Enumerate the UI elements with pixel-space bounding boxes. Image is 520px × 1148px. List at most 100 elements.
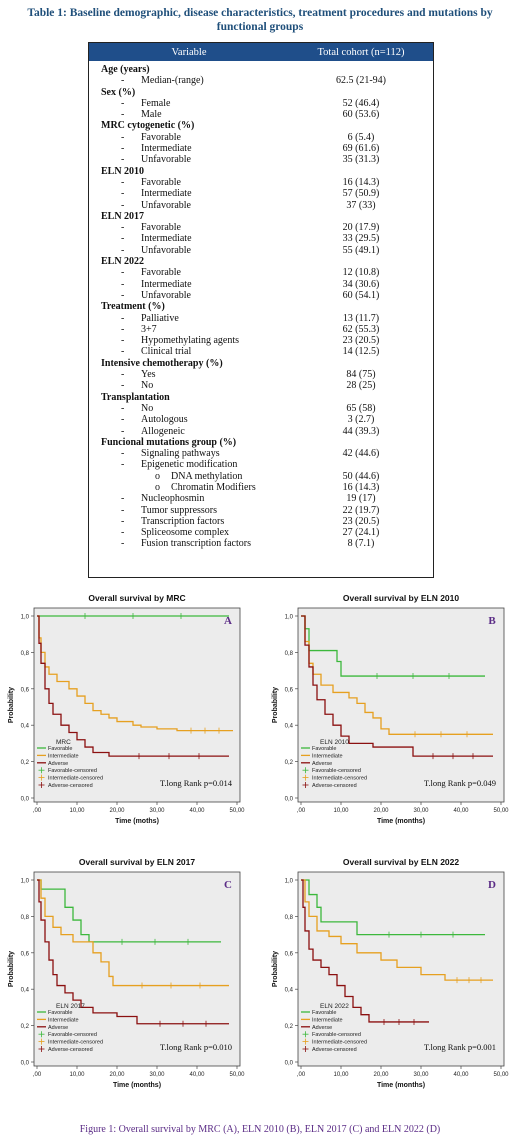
table-row: - Intermediate 33 (29.5) — [89, 233, 433, 244]
legend-label: Adverse — [48, 1025, 68, 1031]
row-heading: Treatment (%) — [101, 301, 165, 313]
row-label: Yes — [141, 369, 156, 381]
table-section-heading: Funcional mutations group (%) — [89, 437, 433, 448]
table-section-heading: Transplantation — [89, 392, 433, 403]
bullet-dash: - — [121, 131, 125, 143]
y-tick-label: 0,6 — [21, 687, 30, 693]
y-axis-label: Probability — [272, 951, 279, 987]
table-row: - Male 60 (53.6) — [89, 109, 433, 120]
legend-label: Favorable-censored — [48, 768, 97, 774]
bullet-circle: o — [155, 481, 160, 493]
table-row: - Tumor suppressors 22 (19.7) — [89, 505, 433, 516]
table-section-heading: Age (years) — [89, 64, 433, 75]
panel-letter: A — [224, 615, 232, 627]
x-tick-label: 10,00 — [69, 808, 85, 814]
bullet-dash: - — [121, 143, 125, 155]
series-line-intermediate — [301, 879, 493, 981]
row-label: Palliative — [141, 312, 179, 324]
table-row: - Female 52 (46.4) — [89, 98, 433, 109]
legend-label: Adverse-censored — [48, 1047, 93, 1053]
row-label: Clinical trial — [141, 346, 192, 358]
y-tick-label: 0,2 — [21, 760, 30, 766]
row-value: 50 (44.6) — [342, 470, 380, 482]
y-tick-label: 0,2 — [21, 1024, 30, 1030]
y-tick-label: 0,8 — [21, 651, 30, 657]
row-value: 14 (12.5) — [342, 346, 380, 358]
plot-area — [297, 871, 505, 1067]
bullet-dash: - — [121, 289, 125, 301]
table-row: - Epigenetic modification — [89, 459, 433, 470]
legend-title: MRC — [56, 739, 71, 746]
table-row: - Signaling pathways 42 (44.6) — [89, 448, 433, 459]
legend-label: Adverse — [48, 761, 68, 767]
x-axis-label: Time (months) — [113, 1082, 161, 1089]
y-axis-label: Probability — [8, 951, 15, 987]
bullet-dash: - — [121, 233, 125, 245]
figure-caption: Figure 1: Overall survival by MRC (A), E… — [79, 1124, 441, 1135]
x-axis-label: Time (months) — [377, 1082, 425, 1089]
row-value: 57 (50.9) — [342, 188, 380, 200]
table-row: - Fusion transcription factors 8 (7.1) — [89, 538, 433, 549]
x-tick-label: ,00 — [33, 1072, 42, 1078]
chart-svg: Overall survival by MRC 0,0 0,2 0,4 0,6 0,8 1,… — [8, 593, 245, 825]
row-label: Transcription factors — [141, 515, 225, 527]
table-row: - Nucleophosmin 19 (17) — [89, 493, 433, 504]
bullet-dash: - — [121, 278, 125, 290]
y-tick-label: 0,0 — [285, 1061, 294, 1067]
row-value: 37 (33) — [346, 199, 376, 211]
series-line-intermediate — [37, 615, 233, 732]
row-value: 12 (10.8) — [342, 267, 380, 279]
table-row: - Autologous 3 (2.7) — [89, 414, 433, 425]
row-label: Epigenetic modification — [141, 459, 238, 471]
legend-label: Favorable — [312, 1010, 336, 1016]
x-tick-label: ,00 — [297, 1072, 306, 1078]
plot-area — [33, 871, 241, 1067]
bullet-dash: - — [121, 527, 125, 539]
legend-label: Intermediate-censored — [48, 776, 103, 782]
row-value: 33 (29.5) — [342, 233, 380, 245]
x-tick-label: 40,00 — [189, 808, 205, 814]
series-line-adverse — [301, 615, 493, 757]
row-heading: ELN 2022 — [101, 256, 145, 268]
row-label: Intermediate — [141, 233, 192, 245]
row-value: 19 (17) — [346, 493, 376, 505]
chart-svg: Overall survival by ELN 2010 0,0 0,2 0,4 0,6… — [272, 593, 509, 825]
survival-chart-mrc: Overall survival by MRC 0,0 0,2 0,4 0,6 0,8 1,… — [4, 588, 250, 834]
row-value: 55 (49.1) — [342, 244, 380, 256]
y-tick-label: 0,6 — [285, 687, 294, 693]
row-value: 8 (7.1) — [347, 538, 375, 550]
bullet-dash: - — [121, 402, 125, 414]
x-tick-label: 20,00 — [373, 808, 389, 814]
y-tick-label: 0,2 — [285, 760, 294, 766]
chart-title: Overall survival by MRC — [88, 593, 185, 603]
series-line-adverse — [37, 879, 229, 1025]
bullet-dash: - — [121, 222, 125, 234]
row-label: No — [141, 402, 154, 414]
row-label: Tumor suppressors — [141, 504, 218, 516]
legend-label: Adverse — [312, 1025, 332, 1031]
bullet-dash: - — [121, 369, 125, 381]
table-section-heading: ELN 2022 — [89, 256, 433, 267]
table-row: - Intermediate 69 (61.6) — [89, 143, 433, 154]
table-row: - 3+7 62 (55.3) — [89, 324, 433, 335]
legend-label: Adverse-censored — [312, 1047, 357, 1053]
row-label: Spliceosome complex — [141, 527, 230, 539]
series-line-intermediate — [37, 879, 229, 987]
row-value: 6 (5.4) — [347, 131, 375, 143]
y-tick-label: 0,2 — [285, 1024, 294, 1030]
row-label: Allogeneic — [141, 425, 185, 437]
legend-label: Intermediate-censored — [48, 1040, 103, 1046]
series-line-adverse — [301, 879, 429, 1023]
row-label: Hypomethylating agents — [141, 335, 240, 347]
legend-label: Favorable-censored — [312, 768, 361, 774]
x-tick-label: 10,00 — [333, 1072, 349, 1078]
row-value: 44 (39.3) — [342, 425, 380, 437]
table-row: - Intermediate 34 (30.6) — [89, 279, 433, 290]
table-section-heading: MRC cytogenetic (%) — [89, 120, 433, 131]
table-section-heading: Sex (%) — [89, 87, 433, 98]
legend-label: Intermediate-censored — [312, 1040, 367, 1046]
y-tick-label: 1,0 — [21, 615, 30, 621]
table-row: - Intermediate 57 (50.9) — [89, 188, 433, 199]
row-label: Male — [141, 109, 162, 121]
row-label: Favorable — [141, 176, 181, 188]
